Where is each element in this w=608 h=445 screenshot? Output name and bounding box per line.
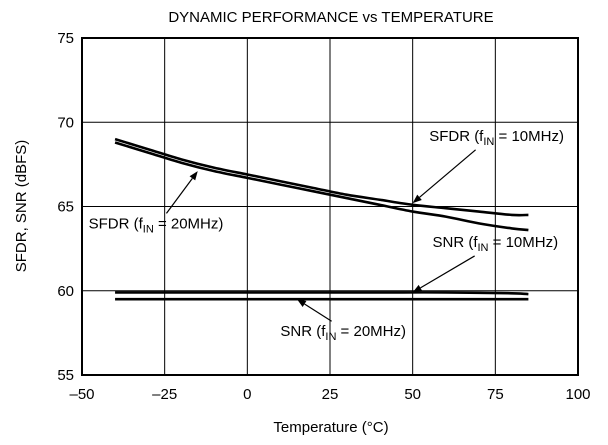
- annotation-label: SFDR (fIN = 20MHz): [89, 215, 224, 235]
- x-tick-label: 100: [565, 386, 590, 403]
- annotation-arrow: [304, 303, 332, 322]
- y-tick-labels: 55 60 65 70 75: [57, 30, 74, 384]
- annotation-arrow: [165, 177, 193, 214]
- x-axis-label: Temperature (°C): [273, 419, 388, 436]
- annotation-arrowhead: [412, 194, 422, 204]
- series-sfdr-fin-10mhz: [114, 137, 529, 217]
- y-tick-label: 60: [57, 283, 74, 300]
- annotation-arrow: [420, 255, 475, 289]
- x-tick-label: 75: [487, 386, 504, 403]
- y-tick-label: 55: [57, 367, 74, 384]
- annotation-arrowhead: [296, 299, 307, 307]
- x-tick-label: 0: [243, 386, 251, 403]
- x-tick-labels: –50 –25 0 25 50 75 100: [69, 386, 590, 403]
- x-tick-label: –50: [69, 386, 94, 403]
- plot-frame: [81, 37, 579, 376]
- annotation-arrowhead: [189, 171, 198, 181]
- y-axis-label: SFDR, SNR (dBFS): [13, 140, 30, 273]
- annotation-arrowhead: [412, 284, 423, 293]
- x-tick-label: 50: [404, 386, 421, 403]
- grid: [82, 38, 578, 375]
- y-tick-label: 75: [57, 30, 74, 47]
- series-sfdr-fin-20mhz: [114, 141, 529, 232]
- chart-title: DYNAMIC PERFORMANCE vs TEMPERATURE: [168, 9, 493, 26]
- annotation-label: SNR (fIN = 10MHz): [433, 234, 559, 254]
- annotations: SFDR (fIN = 10MHz) SFDR (fIN = 20MHz) SNR …: [89, 128, 564, 343]
- series-layer: [114, 137, 529, 301]
- y-tick-label: 65: [57, 199, 74, 216]
- annotation-arrow: [419, 149, 476, 198]
- annotation-label: SNR (fIN = 20MHz): [280, 323, 406, 343]
- series-snr-fin-10mhz: [115, 291, 529, 296]
- annotation-label: SFDR (fIN = 10MHz): [429, 128, 564, 148]
- x-tick-label: –25: [152, 386, 177, 403]
- y-tick-label: 70: [57, 114, 74, 131]
- x-tick-label: 25: [322, 386, 339, 403]
